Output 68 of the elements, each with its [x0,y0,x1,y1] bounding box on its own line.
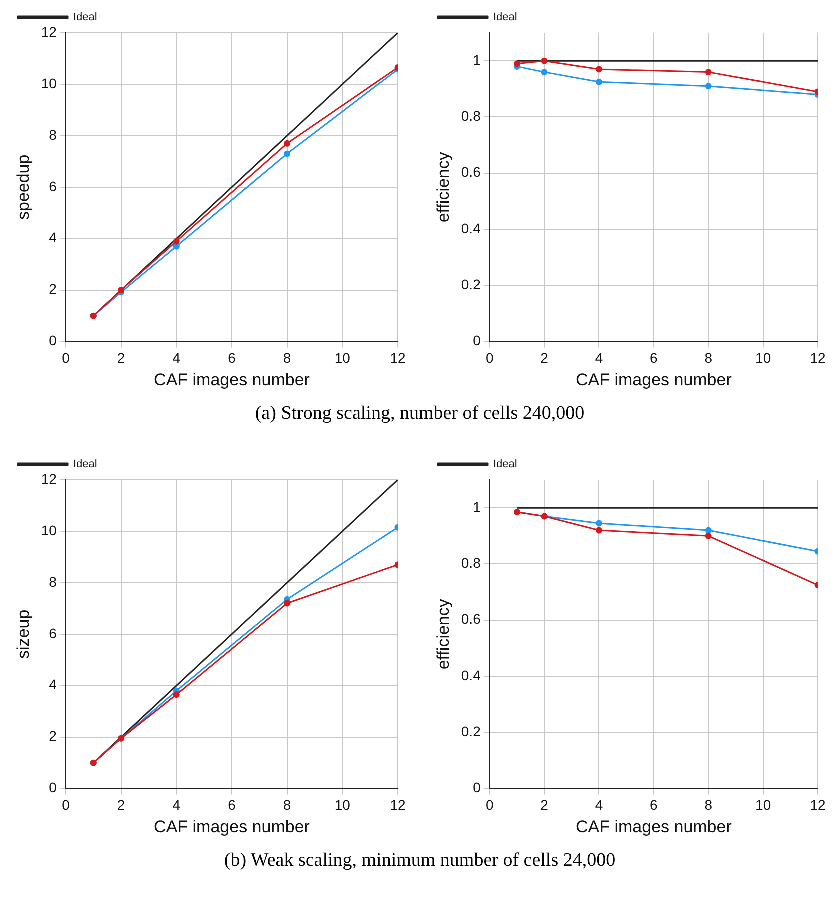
y-tick-label: 0.2 [461,276,482,293]
y-axis-title: efficiency [434,152,453,223]
y-tick-label: 4 [49,676,58,693]
x-tick-label: 6 [650,350,658,366]
y-tick-label: 0 [49,332,58,349]
x-tick-label: 0 [486,350,494,366]
x-tick-label: 0 [62,797,70,814]
y-tick-label: 0.6 [461,611,482,628]
text: (b) Weak scaling, minimum number of cells 24,000 [223,849,617,873]
y-tick-label: 0.8 [461,555,482,572]
x-tick-label: 8 [704,797,713,814]
y-tick-label: 0 [473,780,482,796]
x-tick-label: 2 [540,350,549,366]
x-tick-label: 8 [704,350,713,366]
y-tick-label: 10 [41,522,58,538]
x-tick-label: 4 [172,797,181,814]
x-axis-title: CAF images number [154,370,310,390]
y-tick-label: 0.4 [461,220,482,236]
y-tick-label: 10 [41,75,58,92]
x-tick-label: 2 [117,350,126,366]
x-tick-label: 6 [228,350,236,366]
x-axis-title: CAF images number [576,370,732,390]
x-axis-title: CAF images number [154,817,310,836]
y-tick-label: 4 [49,230,58,246]
x-tick-label: 2 [117,797,126,814]
legend-label: Ideal [494,458,518,471]
x-tick-label: 0 [486,797,494,814]
x-tick-label: 10 [756,797,772,814]
x-tick-label: 8 [283,797,292,814]
x-tick-label: 2 [540,797,549,814]
y-tick-label: 2 [49,728,58,744]
legend-label: Ideal [74,12,98,24]
legend-label: Ideal [74,458,98,471]
x-tick-label: 12 [390,797,406,814]
x-tick-label: 10 [334,350,351,366]
y-tick-label: 0.2 [461,724,482,740]
y-tick-label: 0.8 [461,108,482,124]
y-tick-label: 12 [41,470,58,487]
x-tick-label: 4 [595,797,604,814]
x-tick-label: 6 [228,797,236,814]
x-tick-label: 4 [595,350,604,366]
x-tick-label: 12 [810,797,826,814]
y-tick-label: 8 [49,574,58,590]
y-tick-label: 0.6 [461,164,482,180]
y-tick-label: 8 [49,126,58,143]
y-tick-label: 1 [473,498,482,515]
x-tick-label: 0 [62,350,70,366]
y-axis-title: sizeup [14,610,33,659]
y-tick-label: 6 [49,625,58,642]
y-axis-title: speedup [14,154,33,220]
y-tick-label: 1 [473,52,482,68]
x-tick-label: 12 [390,350,406,366]
x-tick-label: 12 [810,350,826,366]
y-tick-label: 6 [49,178,58,194]
x-tick-label: 6 [650,797,658,814]
y-tick-label: 12 [41,24,58,40]
x-tick-label: 10 [756,350,772,366]
x-tick-label: 10 [334,797,351,814]
x-axis-title: CAF images number [576,817,732,836]
x-tick-label: 8 [283,350,292,366]
y-axis-title: efficiency [434,598,453,670]
y-tick-label: 0.4 [461,667,482,684]
y-tick-label: 0 [49,780,58,796]
y-tick-label: 0 [473,332,482,349]
x-tick-label: 4 [172,350,181,366]
legend-label: Ideal [494,12,518,24]
text: (a) Strong scaling, number of cells 240,000 [254,402,586,426]
y-tick-label: 2 [49,281,58,298]
